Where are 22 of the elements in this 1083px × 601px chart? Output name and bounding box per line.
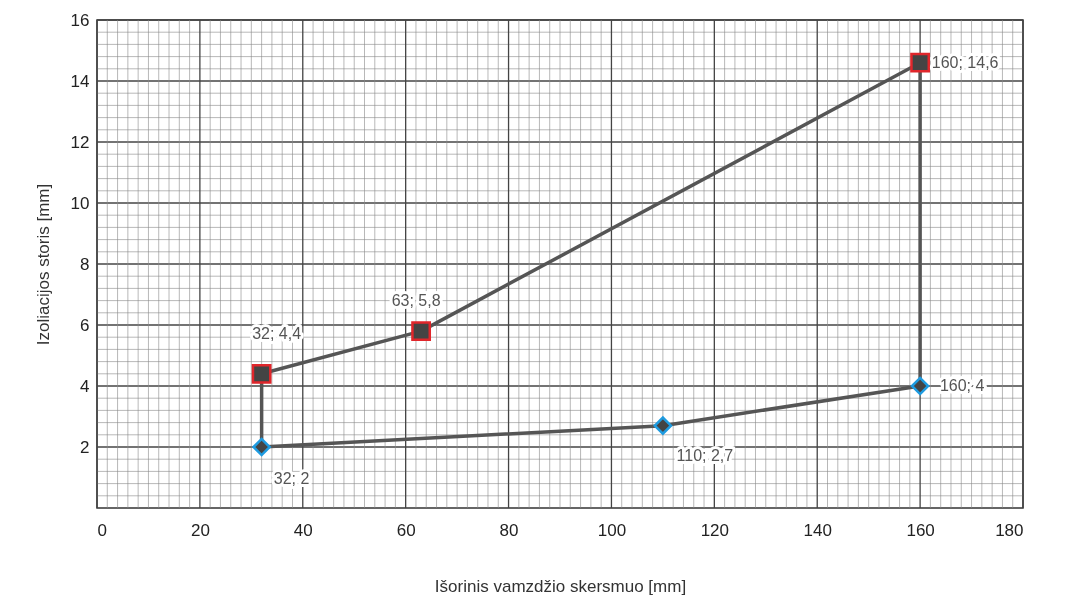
x-tick-label: 40 — [293, 520, 313, 540]
y-tick-label: 16 — [70, 10, 90, 30]
x-tick-label: 80 — [499, 520, 519, 540]
data-label: 160; 14,6 — [931, 53, 999, 71]
y-tick-label: 6 — [80, 315, 90, 335]
x-tick-label: 120 — [700, 520, 730, 540]
y-axis-title: Izoliacijos storis [mm] — [33, 183, 53, 346]
y-tick-label: 8 — [80, 254, 90, 274]
y-tick-label: 2 — [80, 437, 90, 457]
x-tick-label: 140 — [803, 520, 832, 540]
x-tick-label: 160 — [906, 520, 935, 540]
y-tick-label: 12 — [70, 132, 90, 152]
x-tick-label: 20 — [190, 520, 210, 540]
y-tick-label: 10 — [70, 193, 90, 213]
x-axis-title: Išorinis vamzdžio skersmuo [mm] — [434, 576, 687, 596]
x-tick-label: 0 — [97, 520, 107, 540]
x-tick-label: 100 — [597, 520, 627, 540]
y-tick-label: 14 — [70, 71, 90, 91]
x-tick-label: 60 — [396, 520, 416, 540]
data-label: 32; 4,4 — [252, 324, 302, 342]
x-tick-label: 180 — [995, 520, 1024, 540]
y-tick-label: 4 — [80, 376, 90, 396]
